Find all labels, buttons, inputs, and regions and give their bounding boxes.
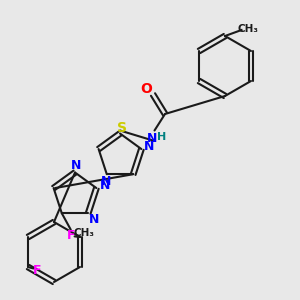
Text: N: N bbox=[101, 175, 111, 188]
Text: N: N bbox=[89, 213, 99, 226]
Text: H: H bbox=[158, 131, 166, 142]
Text: S: S bbox=[116, 121, 127, 134]
Text: F: F bbox=[67, 229, 76, 242]
Text: N: N bbox=[144, 140, 154, 152]
Text: N: N bbox=[100, 179, 110, 192]
Text: O: O bbox=[140, 82, 152, 96]
Text: F: F bbox=[33, 263, 42, 277]
Text: CH₃: CH₃ bbox=[74, 228, 95, 238]
Text: CH₃: CH₃ bbox=[238, 24, 259, 34]
Text: N: N bbox=[147, 131, 157, 145]
Text: N: N bbox=[70, 159, 81, 172]
